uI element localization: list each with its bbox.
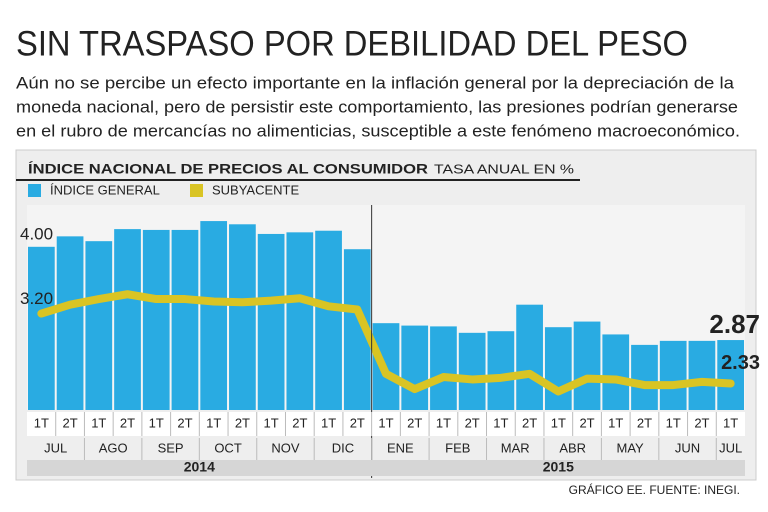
x-tick-label: 2T [407, 415, 422, 430]
line [37, 290, 735, 396]
bar [85, 241, 113, 410]
month-label: ENE [387, 440, 414, 455]
bar [458, 332, 486, 410]
x-tick-label: 2T [465, 415, 480, 430]
title: SIN TRASPASO POR DEBILIDAD DEL PESO [16, 24, 688, 63]
x-tick-label: 1T [34, 415, 49, 430]
chart-unit: TASA ANUAL EN % [434, 161, 575, 176]
x-tick-label: 1T [149, 415, 164, 430]
x-tick-label: 2T [292, 415, 307, 430]
x-tick-label: 1T [91, 415, 106, 430]
subtitle: moneda nacional, pero de persistir este … [16, 97, 738, 116]
bar [659, 340, 687, 410]
bar [114, 229, 141, 410]
month-label: FEB [445, 440, 470, 455]
x-tick-label: 2T [694, 415, 709, 430]
bar [602, 334, 630, 410]
bar [430, 326, 457, 410]
x-tick-label: 2T [62, 415, 77, 430]
x-tick-label: 2T [235, 415, 250, 430]
bar [142, 229, 170, 410]
bar [28, 246, 55, 410]
x-tick-label: 2T [120, 415, 135, 430]
bar [544, 327, 572, 410]
x-tick-label: 2T [177, 415, 192, 430]
year-label: 2014 [184, 459, 215, 475]
x-tick-label: 1T [321, 415, 336, 430]
bar [315, 230, 342, 410]
month-label: JUN [675, 440, 700, 455]
x-tick-label: 1T [206, 415, 221, 430]
x-tick-label: 2T [637, 415, 652, 430]
axis-row [27, 412, 745, 436]
year-row [27, 460, 745, 476]
x-tick-label: 1T [264, 415, 279, 430]
bar [171, 229, 199, 410]
legend-swatch [28, 184, 41, 197]
x-tick-label: 1T [436, 415, 451, 430]
legend-label: ÍNDICE GENERAL [50, 182, 160, 197]
month-label: DIC [332, 440, 354, 455]
bar [200, 221, 228, 410]
month-label: MAR [501, 440, 530, 455]
month-label: JUL [44, 440, 67, 455]
bar [516, 304, 543, 410]
data-label: 2.87 [709, 309, 760, 339]
x-tick-label: 1T [493, 415, 508, 430]
x-tick-label: 1T [666, 415, 681, 430]
bar [487, 331, 515, 410]
y-tick-label: 4.00 [20, 225, 53, 244]
x-tick-label: 1T [608, 415, 623, 430]
x-tick-label: 1T [723, 415, 738, 430]
chart-title: ÍNDICE NACIONAL DE PRECIOS AL CONSUMIDOR [28, 161, 428, 177]
legend-label: SUBYACENTE [212, 182, 299, 197]
data-label: 2.33 [721, 352, 760, 374]
bar [401, 325, 429, 410]
source: GRÁFICO EE. FUENTE: INEGI. [569, 482, 740, 497]
subtitle: Aún no se percibe un efecto importante e… [16, 73, 735, 92]
month-label: NOV [271, 440, 300, 455]
x-tick-label: 2T [522, 415, 537, 430]
legend-swatch [190, 184, 203, 197]
month-label: SEP [158, 440, 184, 455]
bar [257, 233, 285, 410]
month-label: JUL [719, 440, 742, 455]
bar [229, 224, 256, 410]
month-label: OCT [214, 440, 242, 455]
month-label: ABR [559, 440, 586, 455]
bar [573, 321, 601, 410]
bar [717, 340, 744, 410]
x-tick-label: 1T [551, 415, 566, 430]
month-label: MAY [617, 440, 645, 455]
bar [688, 340, 716, 410]
y-tick-label: 3.20 [20, 289, 53, 308]
x-tick-label: 2T [350, 415, 365, 430]
subtitle: en el rubro de mercancías no alimenticia… [16, 121, 740, 140]
bar [286, 232, 314, 410]
bar [631, 344, 658, 410]
year-label: 2015 [543, 459, 574, 475]
month-label: AGO [99, 440, 128, 455]
bar [56, 236, 84, 410]
x-tick-label: 2T [579, 415, 594, 430]
x-tick-label: 1T [378, 415, 393, 430]
